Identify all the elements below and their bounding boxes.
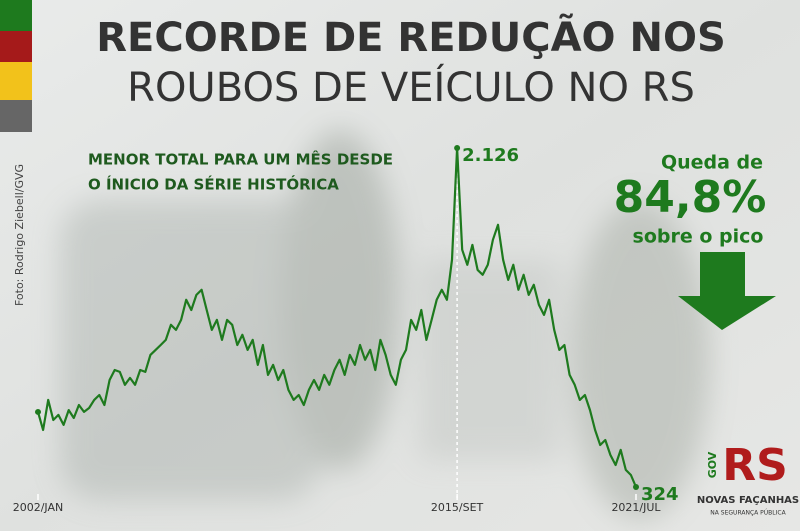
point	[633, 484, 639, 490]
logo-mark: RS	[722, 440, 788, 491]
logo-line1: NOVAS FAÇANHAS	[697, 495, 799, 506]
logo-gov: GOV	[706, 451, 719, 478]
value-label: 2.126	[462, 145, 519, 166]
x-tick-label: 2015/SET	[431, 501, 484, 514]
logo-line2: NA SEGURANÇA PÚBLICA	[710, 510, 786, 517]
x-tick-label: 2021/JUL	[611, 501, 661, 514]
value-label: 324	[641, 484, 679, 505]
callout-tail: sobre o pico	[633, 226, 764, 248]
flag-stripe	[0, 0, 32, 31]
photo-backdrop	[60, 130, 710, 520]
callout-value: 84,8%	[614, 172, 767, 223]
callout-lead: Queda de	[661, 152, 763, 174]
title: RECORDE DE REDUÇÃO NOS	[96, 12, 726, 61]
flag-stripe	[0, 62, 32, 100]
logo: GOV RS NOVAS FAÇANHAS NA SEGURANÇA PÚBLI…	[697, 440, 799, 517]
photo-credit: Foto: Rodrigo Ziebell/GVG	[13, 164, 26, 306]
annotation: O ÍNICIO DA SÉRIE HISTÓRICA	[88, 175, 339, 194]
annotation: MENOR TOTAL PARA UM MÊS DESDE	[88, 150, 393, 169]
plot: 2002/JAN 2015/SET 2021/JUL 2.126 324	[13, 145, 679, 514]
x-tick-label: 2002/JAN	[13, 501, 64, 514]
series-line	[36, 146, 638, 488]
point	[454, 145, 461, 151]
subtitle: ROUBOS DE VEÍCULO NO RS	[127, 63, 695, 111]
down-arrow	[678, 252, 776, 330]
flag-stripe	[0, 31, 32, 62]
flag-stripe	[0, 100, 32, 132]
point	[35, 408, 41, 415]
